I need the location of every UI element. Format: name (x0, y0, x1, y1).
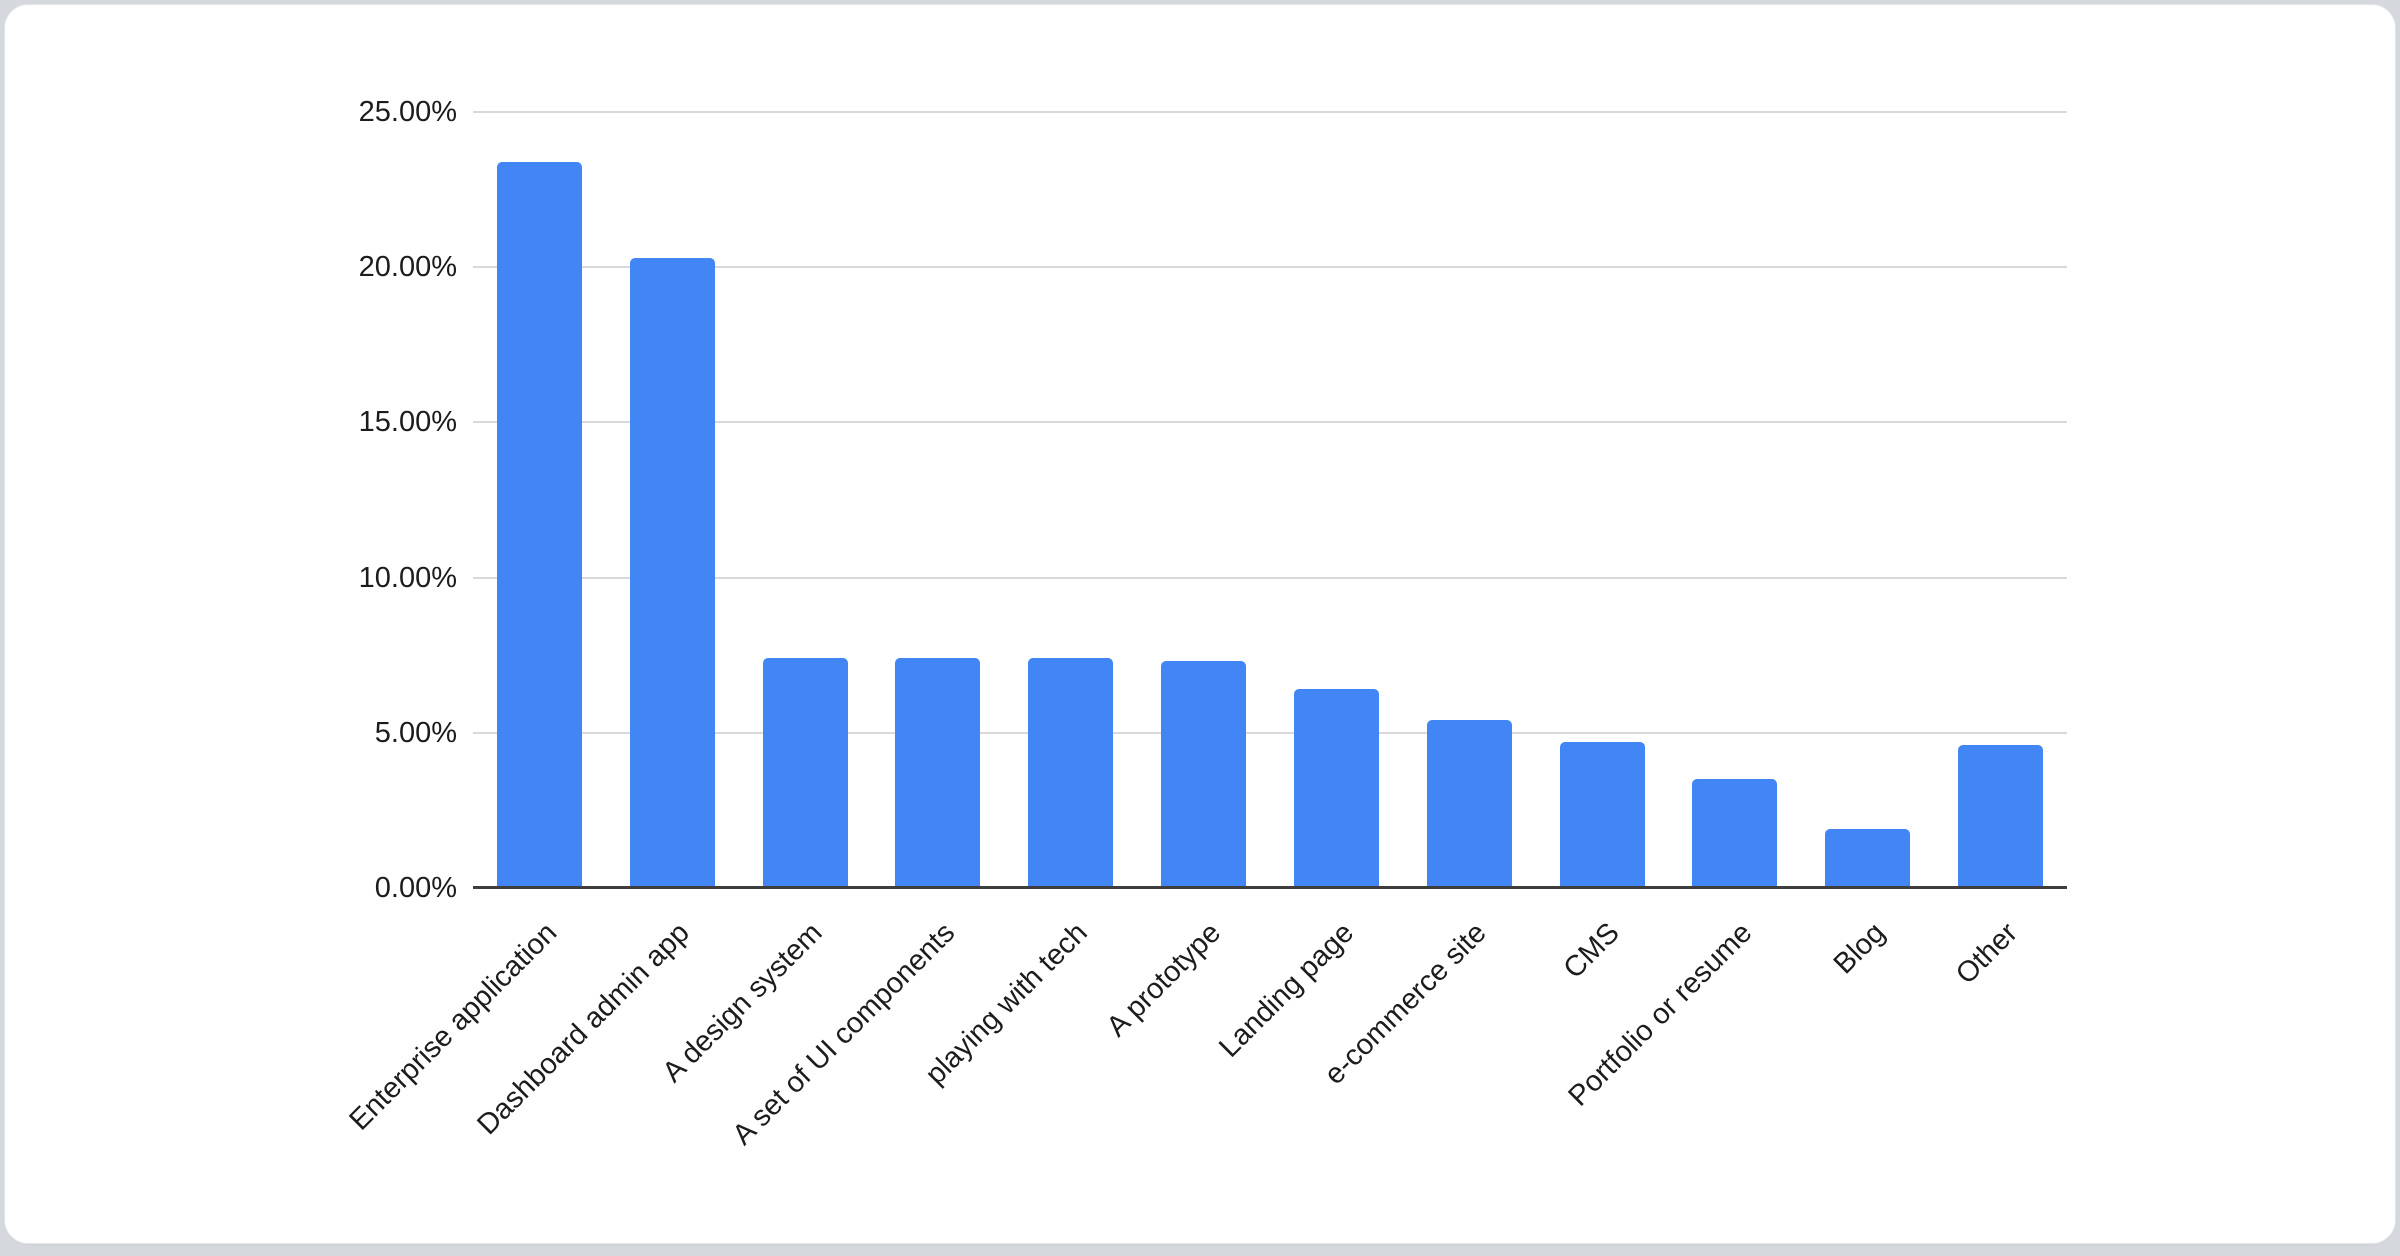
y-axis-tick-label-0: 0.00% (374, 872, 457, 904)
bar-a-prototype[interactable] (1161, 661, 1247, 888)
bar-slot-a-design-system (739, 112, 872, 888)
x-axis-label-a-prototype: A prototype (1100, 916, 1227, 1044)
y-axis-tick-label-20: 20.00% (358, 251, 457, 284)
x-axis-label-a-set-of-ui-components: A set of UI components (726, 916, 962, 1152)
bar-other[interactable] (1958, 745, 2044, 888)
gridline-15 (473, 421, 2067, 424)
bar-dashboard-admin-app[interactable] (629, 257, 715, 888)
x-axis-label-other: Other (1949, 916, 2024, 991)
bar-cms[interactable] (1559, 742, 1645, 888)
bar-slot-e-commerce-site (1403, 112, 1536, 888)
bar-landing-page[interactable] (1293, 689, 1379, 888)
bar-slot-a-prototype (1137, 112, 1270, 888)
bar-a-set-of-ui-components[interactable] (895, 658, 981, 888)
y-axis-tick-label-5: 5.00% (374, 716, 457, 749)
bar-slot-cms (1536, 112, 1669, 888)
bar-slot-portfolio-or-resume (1668, 112, 1801, 888)
x-axis-label-cms: CMS (1557, 916, 1626, 985)
bar-e-commerce-site[interactable] (1426, 720, 1512, 888)
bar-enterprise-application[interactable] (496, 161, 582, 888)
y-axis-tick-label-15: 15.00% (358, 406, 457, 439)
gridline-5 (473, 731, 2067, 734)
bar-slot-landing-page (1270, 112, 1403, 888)
bar-portfolio-or-resume[interactable] (1692, 779, 1778, 888)
x-axis-label-landing-page: Landing page (1212, 916, 1360, 1064)
bar-slot-other (1934, 112, 2067, 888)
bar-slot-enterprise-application (473, 112, 606, 888)
x-axis-line (473, 886, 2067, 889)
bar-blog[interactable] (1825, 829, 1911, 888)
x-axis-label-blog: Blog (1827, 916, 1892, 981)
gridline-10 (473, 576, 2067, 579)
bar-slot-playing-with-tech (1004, 112, 1137, 888)
y-axis-tick-label-10: 10.00% (358, 561, 457, 594)
bar-slot-a-set-of-ui-components (871, 112, 1004, 888)
bar-a-design-system[interactable] (762, 658, 848, 888)
gridline-25 (473, 111, 2067, 113)
bar-playing-with-tech[interactable] (1028, 658, 1114, 888)
chart-card: 0.00% 5.00% 10.00% 15.00% 20.00% 25.00% Enter… (4, 4, 2396, 1244)
bar-slot-dashboard-admin-app (606, 112, 739, 888)
bar-chart: 0.00% 5.00% 10.00% 15.00% 20.00% 25.00% Enter… (5, 5, 2395, 1243)
bar-slot-blog (1801, 112, 1934, 888)
gridline-20 (473, 266, 2067, 269)
y-axis-tick-label-25: 25.00% (358, 96, 457, 128)
bars-container (473, 112, 2067, 888)
plot-area (473, 111, 2067, 889)
